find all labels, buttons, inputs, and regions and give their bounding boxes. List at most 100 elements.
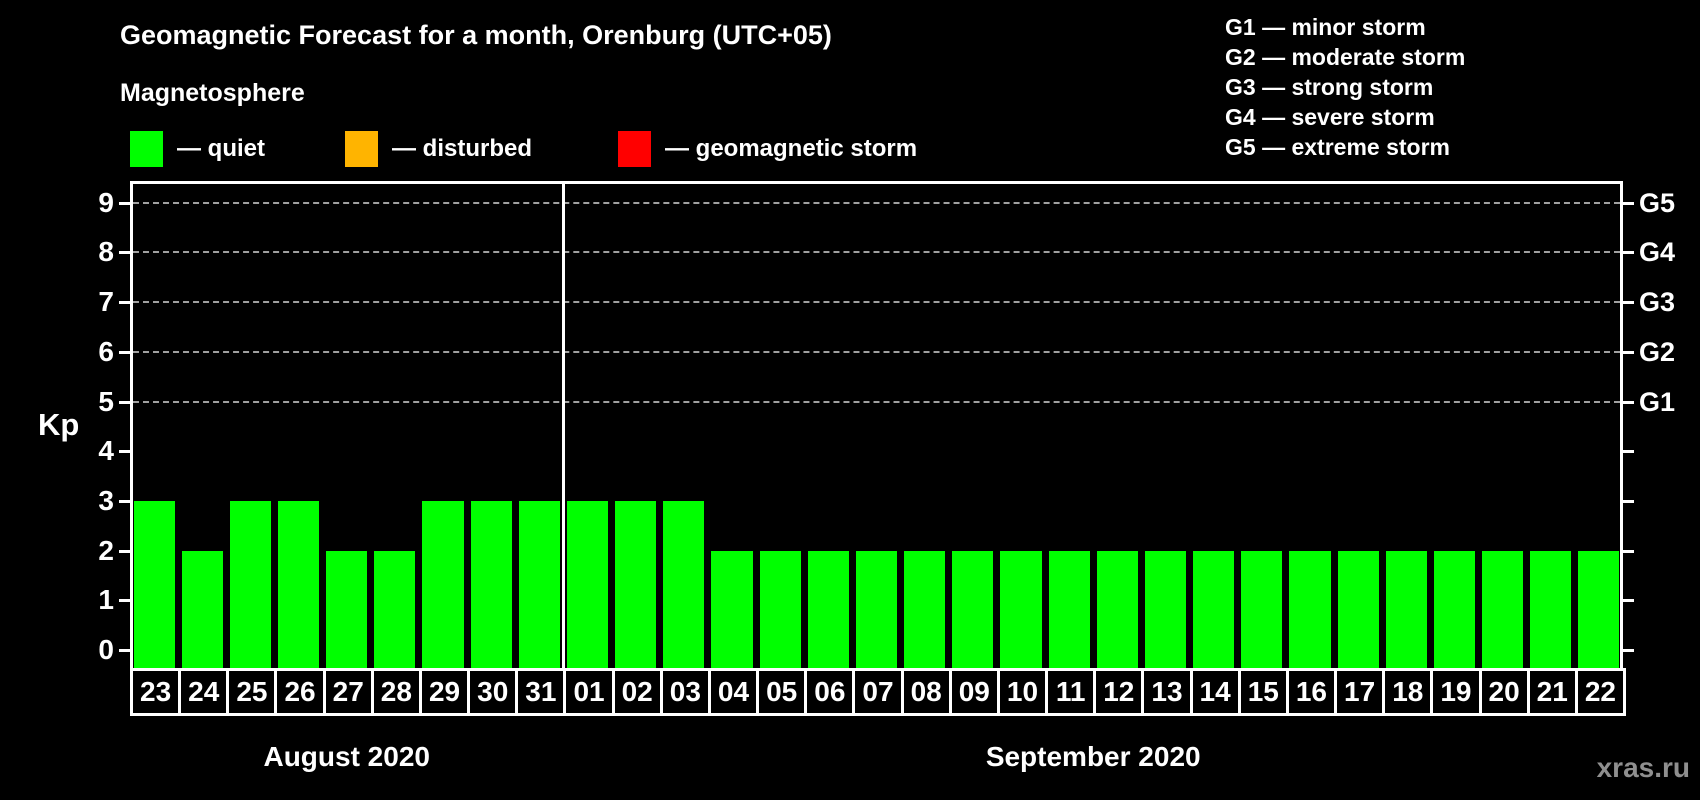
legend-item-disturbed: — disturbed xyxy=(345,131,532,167)
y-tick-label: 6 xyxy=(98,335,114,367)
g-scale-line-g2: G2 — moderate storm xyxy=(1225,44,1466,70)
kp-bar xyxy=(277,500,320,668)
y-axis-line-left xyxy=(130,181,133,668)
y-tick-label: 7 xyxy=(98,286,114,318)
date-cell: 02 xyxy=(611,668,663,716)
g-scale-line-g4: G4 — severe storm xyxy=(1225,104,1435,130)
gridline-kp7 xyxy=(133,301,1620,304)
kp-bar xyxy=(1433,550,1475,668)
month-label: September 2020 xyxy=(985,741,1201,772)
date-cell: 23 xyxy=(130,668,182,716)
geomagnetic-storm-color-swatch xyxy=(618,131,651,167)
date-cell: 25 xyxy=(226,668,278,716)
date-cell: 20 xyxy=(1478,668,1530,716)
gridline-kp9 xyxy=(133,201,1620,204)
y-tick-label: 8 xyxy=(98,236,114,268)
month-label: August 2020 xyxy=(263,741,430,772)
y-tick-label: 0 xyxy=(98,634,114,665)
y-tick-label: 4 xyxy=(98,435,114,467)
date-cell: 01 xyxy=(563,668,615,716)
y-tick-right xyxy=(1623,599,1634,603)
x-axis-date-row: 23 24 25 26 27 28 29 30 31 01 02 03 04 05 06 07 08 09 10 11… xyxy=(130,668,1627,716)
y-tick-right xyxy=(1623,649,1634,652)
kp-bar xyxy=(422,500,464,668)
date-cell: 22 xyxy=(1574,668,1626,716)
gridline-kp5 xyxy=(133,400,1620,403)
date-cell: 06 xyxy=(804,668,856,716)
kp-bar xyxy=(1096,550,1138,668)
date-cell: 15 xyxy=(1237,668,1289,716)
g-level-label-g3: G3 xyxy=(1639,287,1676,318)
y-tick-left xyxy=(119,251,130,255)
watermark-xras: xras.ru xyxy=(1596,752,1690,783)
date-cell: 17 xyxy=(1334,668,1386,716)
y-tick-left xyxy=(119,599,130,603)
kp-bar xyxy=(807,550,849,668)
subtitle-magnetosphere: Magnetosphere xyxy=(120,79,305,107)
date-cell: 13 xyxy=(1141,668,1193,716)
date-cell: 05 xyxy=(756,668,808,716)
y-tick-right xyxy=(1623,400,1634,404)
y-tick-label: 1 xyxy=(98,584,114,616)
y-tick-label: 2 xyxy=(98,534,114,566)
page-title: Geomagnetic Forecast for a month, Orenbu… xyxy=(120,20,832,50)
plot-top-border xyxy=(130,181,1623,184)
kp-bar xyxy=(1530,550,1572,668)
kp-bar xyxy=(952,550,994,668)
y-tick-left xyxy=(119,350,130,354)
kp-bar xyxy=(566,500,609,668)
quiet-color-swatch xyxy=(130,131,163,167)
kp-bar xyxy=(518,500,560,668)
date-cell: 26 xyxy=(274,668,326,716)
y-axis-line-right xyxy=(1620,181,1623,668)
kp-bar xyxy=(1241,550,1283,668)
y-tick-right xyxy=(1623,499,1634,503)
y-tick-right xyxy=(1623,450,1634,454)
y-tick-left xyxy=(119,549,130,553)
date-cell: 24 xyxy=(178,668,230,716)
date-cell: 18 xyxy=(1382,668,1434,716)
y-tick-label: 5 xyxy=(98,385,114,417)
date-cell: 28 xyxy=(370,668,422,716)
kp-bar xyxy=(1193,550,1235,668)
date-cell: 14 xyxy=(1189,668,1241,716)
date-cell: 11 xyxy=(1045,668,1097,716)
y-tick-right xyxy=(1623,201,1634,205)
kp-bar xyxy=(1000,550,1042,668)
date-cell: 04 xyxy=(707,668,760,716)
date-cell: 31 xyxy=(515,668,567,716)
kp-bar xyxy=(1337,550,1379,668)
kp-bar xyxy=(615,500,657,668)
date-cell: 19 xyxy=(1430,668,1482,716)
kp-bar xyxy=(470,500,512,668)
y-tick-left xyxy=(119,649,130,652)
y-tick-left xyxy=(119,450,130,454)
legend-item-quiet: — quiet xyxy=(130,131,265,167)
g-scale-line-g1: G1 — minor storm xyxy=(1225,14,1426,40)
date-cell: 07 xyxy=(852,668,904,716)
kp-bar xyxy=(1048,550,1090,668)
y-tick-left xyxy=(119,400,130,404)
kp-bar xyxy=(904,550,946,668)
gridline-kp6 xyxy=(133,350,1620,353)
kp-bar xyxy=(711,550,753,668)
y-tick-left xyxy=(119,301,130,305)
g-level-label-g1: G1 xyxy=(1639,386,1676,417)
disturbed-color-swatch xyxy=(345,131,378,167)
kp-bar xyxy=(1289,550,1331,668)
y-tick-left xyxy=(119,499,130,503)
y-tick-label: 3 xyxy=(98,484,114,516)
y-tick-label: 9 xyxy=(98,186,114,218)
kp-bar xyxy=(1385,550,1427,668)
y-tick-right xyxy=(1623,251,1634,255)
kp-bar xyxy=(663,500,705,668)
date-cell: 03 xyxy=(659,668,711,716)
date-cell: 30 xyxy=(467,668,519,716)
y-tick-right xyxy=(1623,350,1634,354)
g-level-label-g4: G4 xyxy=(1639,237,1676,268)
date-cell: 16 xyxy=(1285,668,1338,716)
g-level-label-g2: G2 xyxy=(1639,336,1676,367)
kp-bar xyxy=(133,500,175,668)
date-cell: 27 xyxy=(322,668,374,716)
